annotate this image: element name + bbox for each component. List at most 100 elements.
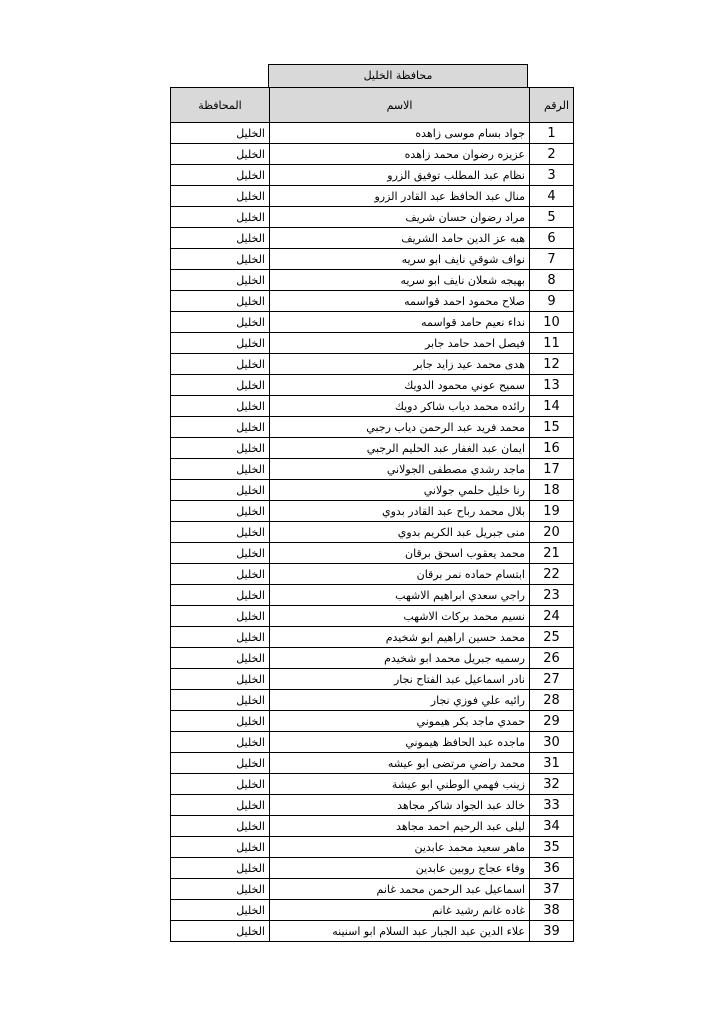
table-row: 37 اسماعيل عبد الرحمن محمد غانم الخليل (170, 878, 574, 900)
row-governorate: الخليل (170, 563, 270, 585)
table-row: 18 رنا خليل حلمي جولاني الخليل (170, 479, 574, 501)
row-name: هبه عز الدين حامد الشريف (269, 227, 530, 249)
row-number: 17 (529, 458, 574, 480)
row-name: رسميه جبريل محمد ابو شخيدم (269, 647, 530, 669)
row-governorate: الخليل (170, 332, 270, 354)
row-number: 11 (529, 332, 574, 354)
names-table: الرقم الاسم المحافظة 1 جواد بسام موسى زاه… (170, 87, 574, 942)
row-name: ايمان عبد الغفار عبد الحليم الرجبي (269, 437, 530, 459)
table-row: 38 غاده غانم رشيد غانم الخليل (170, 899, 574, 921)
row-name: نظام عبد المطلب توفيق الزرو (269, 164, 530, 186)
row-number: 35 (529, 836, 574, 858)
row-name: زينب فهمي الوطني ابو عيشة (269, 773, 530, 795)
row-number: 15 (529, 416, 574, 438)
table-row: 17 ماجد رشدي مصطفى الجولاني الخليل (170, 458, 574, 480)
row-number: 36 (529, 857, 574, 879)
row-number: 32 (529, 773, 574, 795)
row-name: رائده محمد دياب شاكر دويك (269, 395, 530, 417)
table-row: 24 نسيم محمد بركات الاشهب الخليل (170, 605, 574, 627)
row-governorate: الخليل (170, 668, 270, 690)
row-name: حمدي ماجد بكر هيموني (269, 710, 530, 732)
header-number: الرقم (529, 87, 574, 123)
table-row: 35 ماهر سعيد محمد عابدين الخليل (170, 836, 574, 858)
table-row: 10 نداء نعيم حامد قواسمه الخليل (170, 311, 574, 333)
row-number: 10 (529, 311, 574, 333)
row-number: 14 (529, 395, 574, 417)
row-name: عزيزه رضوان محمد زاهده (269, 143, 530, 165)
row-name: بلال محمد رباح عبد القادر بدوي (269, 500, 530, 522)
table-row: 1 جواد بسام موسى زاهده الخليل (170, 122, 574, 144)
row-governorate: الخليل (170, 836, 270, 858)
table-row: 6 هبه عز الدين حامد الشريف الخليل (170, 227, 574, 249)
row-number: 12 (529, 353, 574, 375)
row-name: محمد راضي مرتضى ابو عيشه (269, 752, 530, 774)
table-row: 9 صلاح محمود احمد قواسمه الخليل (170, 290, 574, 312)
row-governorate: الخليل (170, 395, 270, 417)
table-row: 7 نواف شوقي نايف ابو سريه الخليل (170, 248, 574, 270)
row-number: 27 (529, 668, 574, 690)
row-number: 20 (529, 521, 574, 543)
row-governorate: الخليل (170, 605, 270, 627)
table-row: 21 محمد يعقوب اسحق برقان الخليل (170, 542, 574, 564)
row-name: سميح عوني محمود الدويك (269, 374, 530, 396)
row-name: مراد رضوان حسان شريف (269, 206, 530, 228)
row-governorate: الخليل (170, 878, 270, 900)
row-name: ماجده عبد الحافظ هيموني (269, 731, 530, 753)
row-governorate: الخليل (170, 710, 270, 732)
row-name: نادر اسماعيل عبد الفتاح نجار (269, 668, 530, 690)
table-row: 11 فيصل احمد حامد جابر الخليل (170, 332, 574, 354)
row-governorate: الخليل (170, 731, 270, 753)
row-number: 26 (529, 647, 574, 669)
row-number: 4 (529, 185, 574, 207)
table-row: 28 رائيه علي فوزي نجار الخليل (170, 689, 574, 711)
table-row: 25 محمد حسين اراهيم ابو شخيدم الخليل (170, 626, 574, 648)
row-number: 5 (529, 206, 574, 228)
row-number: 16 (529, 437, 574, 459)
row-name: رنا خليل حلمي جولاني (269, 479, 530, 501)
row-governorate: الخليل (170, 626, 270, 648)
table-row: 26 رسميه جبريل محمد ابو شخيدم الخليل (170, 647, 574, 669)
row-name: ابتسام حماده نمر برقان (269, 563, 530, 585)
row-governorate: الخليل (170, 899, 270, 921)
table-row: 31 محمد راضي مرتضى ابو عيشه الخليل (170, 752, 574, 774)
table-row: 16 ايمان عبد الغفار عبد الحليم الرجبي الخل… (170, 437, 574, 459)
row-number: 33 (529, 794, 574, 816)
row-name: خالد عبد الجواد شاكر مجاهد (269, 794, 530, 816)
row-number: 29 (529, 710, 574, 732)
table-row: 27 نادر اسماعيل عبد الفتاح نجار الخليل (170, 668, 574, 690)
table-row: 33 خالد عبد الجواد شاكر مجاهد الخليل (170, 794, 574, 816)
table-title: محافظة الخليل (268, 64, 528, 87)
row-governorate: الخليل (170, 227, 270, 249)
row-name: ماجد رشدي مصطفى الجولاني (269, 458, 530, 480)
row-number: 25 (529, 626, 574, 648)
row-name: علاء الدين عبد الجبار عبد السلام ابو اسن… (269, 920, 530, 942)
row-governorate: الخليل (170, 542, 270, 564)
row-governorate: الخليل (170, 143, 270, 165)
row-name: راجي سعدي ابراهيم الاشهب (269, 584, 530, 606)
row-name: نسيم محمد بركات الاشهب (269, 605, 530, 627)
row-governorate: الخليل (170, 185, 270, 207)
table-row: 32 زينب فهمي الوطني ابو عيشة الخليل (170, 773, 574, 795)
table-row: 12 هدى محمد عيد زايد جابر الخليل (170, 353, 574, 375)
row-governorate: الخليل (170, 248, 270, 270)
row-governorate: الخليل (170, 269, 270, 291)
row-governorate: الخليل (170, 416, 270, 438)
row-governorate: الخليل (170, 500, 270, 522)
row-name: محمد يعقوب اسحق برقان (269, 542, 530, 564)
row-number: 31 (529, 752, 574, 774)
row-name: رائيه علي فوزي نجار (269, 689, 530, 711)
row-name: جواد بسام موسى زاهده (269, 122, 530, 144)
table-row: 13 سميح عوني محمود الدويك الخليل (170, 374, 574, 396)
table-row: 8 بهيجه شعلان نايف ابو سريه الخليل (170, 269, 574, 291)
row-governorate: الخليل (170, 815, 270, 837)
row-governorate: الخليل (170, 437, 270, 459)
table-row: 5 مراد رضوان حسان شريف الخليل (170, 206, 574, 228)
row-name: محمد حسين اراهيم ابو شخيدم (269, 626, 530, 648)
row-name: منى جبريل عبد الكريم بدوي (269, 521, 530, 543)
row-governorate: الخليل (170, 374, 270, 396)
row-number: 19 (529, 500, 574, 522)
row-governorate: الخليل (170, 773, 270, 795)
row-number: 9 (529, 290, 574, 312)
table-row: 4 منال عبد الحافظ عبد القادر الزرو الخليل (170, 185, 574, 207)
table-row: 29 حمدي ماجد بكر هيموني الخليل (170, 710, 574, 732)
